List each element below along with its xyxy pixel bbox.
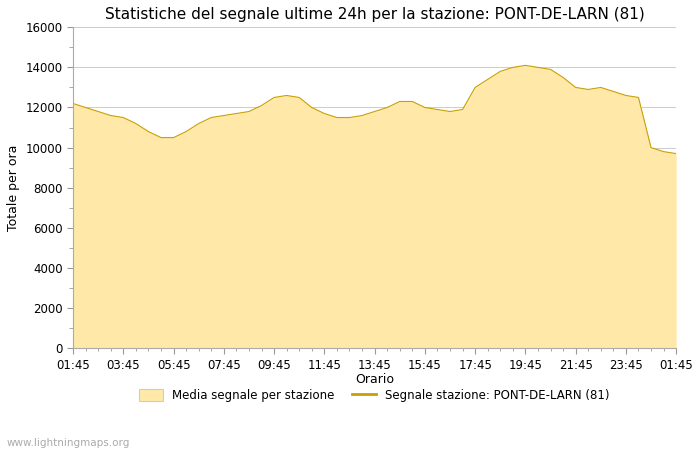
Text: www.lightningmaps.org: www.lightningmaps.org [7, 438, 130, 448]
Title: Statistiche del segnale ultime 24h per la stazione: PONT-DE-LARN (81): Statistiche del segnale ultime 24h per l… [105, 7, 645, 22]
Y-axis label: Totale per ora: Totale per ora [7, 144, 20, 231]
Legend: Media segnale per stazione, Segnale stazione: PONT-DE-LARN (81): Media segnale per stazione, Segnale staz… [134, 384, 615, 406]
X-axis label: Orario: Orario [355, 373, 394, 386]
